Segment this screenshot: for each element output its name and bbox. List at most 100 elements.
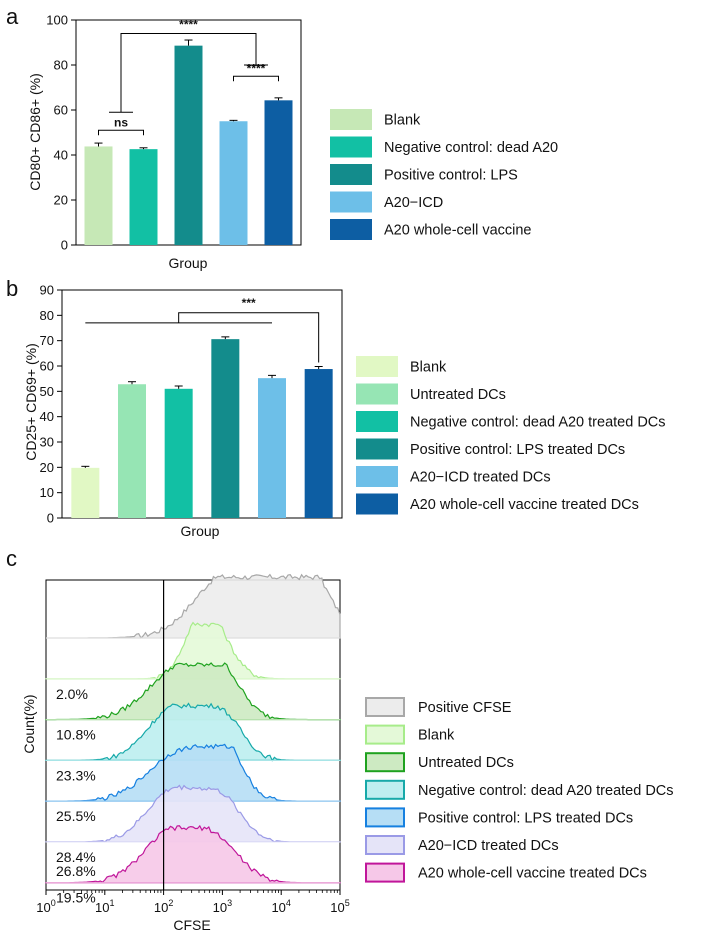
b-y-tick-label: 10 (40, 485, 54, 500)
c-x-tick-exponent: 1 (110, 898, 115, 908)
a-legend-swatch (330, 164, 372, 185)
a-bar (84, 146, 113, 245)
a-legend-label: A20−ICD (384, 195, 443, 211)
a-legend-label: Negative control: dead A20 (384, 140, 558, 156)
b-y-tick-label: 80 (40, 308, 54, 323)
c-legend-swatch (365, 807, 405, 828)
b-bracket (178, 312, 320, 363)
a-legend-label: Positive control: LPS (384, 168, 518, 184)
c-x-tick-label: 101 (95, 898, 114, 915)
a-y-tick-label: 60 (54, 103, 68, 118)
c-legend-label: Positive CFSE (418, 700, 512, 716)
a-legend-swatch (330, 191, 372, 213)
c-legend-label: Untreated DCs (418, 755, 514, 771)
c-x-tick-base: 10 (213, 900, 227, 915)
c-gate-percent: 23.3% (56, 767, 96, 783)
b-bar (118, 384, 146, 518)
c-x-tick-label: 103 (213, 898, 232, 915)
b-bracket-label: *** (242, 296, 256, 310)
a-y-tick-label: 80 (54, 58, 68, 73)
c-legend-swatch (365, 752, 405, 773)
a-y-tick-label: 40 (54, 148, 68, 163)
c-gate-percent: 26.8% (56, 863, 96, 879)
c-legend-label: A20 whole-cell vaccine treated DCs (418, 866, 647, 882)
c-gate-percent: 25.5% (56, 808, 96, 824)
panel-a-y-title: CD80+ CD86+ (%) (27, 73, 43, 191)
b-legend-swatch (356, 383, 398, 405)
b-y-tick-label: 0 (47, 511, 54, 526)
c-legend-label: Negative control: dead A20 treated DCs (418, 783, 674, 799)
c-x-tick-base: 10 (154, 900, 168, 915)
c-legend-swatch (365, 835, 405, 855)
c-gate-percent: 10.8% (56, 727, 96, 743)
c-plot-frame (45, 579, 341, 891)
panel-c-plot: 2.0%10.8%23.3%25.5%28.4%19.5%26.8%100 101… (36, 573, 350, 915)
b-plot-frame (61, 289, 343, 519)
b-bar (164, 388, 193, 518)
a-sig-label: ns (114, 115, 128, 129)
b-legend-swatch (356, 356, 398, 377)
b-legend-label: Untreated DCs (410, 387, 506, 403)
c-legend-swatch (365, 724, 405, 745)
a-legend-swatch (330, 136, 372, 158)
c-x-tick-exponent: 4 (286, 898, 291, 908)
b-y-tick-label: 60 (40, 359, 54, 374)
panel-b-plot: 0 10 20 30 40 50 60 70 80 90 *** (40, 283, 343, 526)
panel-a-letter: a (6, 4, 19, 29)
panel-b-legend: Blank Untreated DCs Negative control: dead… (356, 356, 666, 515)
panel-a-legend: Blank Negative control: dead A20 Positive … (330, 109, 558, 240)
b-legend-label: A20−ICD treated DCs (410, 470, 551, 486)
panel-c: c 2.0%10.8%23.3%25.5%28.4%19.5%26.8%100 1… (6, 546, 674, 933)
c-x-tick-base: 10 (36, 900, 50, 915)
b-legend-label: A20 whole-cell vaccine treated DCs (410, 497, 639, 513)
c-x-tick-exponent: 0 (51, 898, 56, 908)
a-legend-swatch (330, 109, 372, 130)
c-legend-swatch (365, 697, 405, 717)
panel-b-y-title: CD25+ CD69+ (%) (23, 343, 39, 461)
a-legend-label: A20 whole-cell vaccine (384, 223, 532, 239)
b-y-tick-label: 50 (40, 384, 54, 399)
a-bar (219, 121, 248, 245)
panel-c-legend: Positive CFSE Blank Untreated DCs Negative … (365, 697, 674, 883)
b-legend-swatch (356, 438, 398, 460)
b-legend-label: Blank (410, 360, 447, 376)
c-x-tick-exponent: 2 (168, 898, 173, 908)
panel-c-letter: c (6, 546, 17, 571)
c-x-tick-label: 102 (154, 898, 173, 915)
panel-b: b 0 10 20 30 40 50 60 70 80 90 *** Group CD25+ CD6… (6, 276, 666, 539)
panel-c-x-title: CFSE (173, 917, 210, 933)
panel-c-y-title: Count(%) (21, 694, 37, 753)
b-y-tick-label: 40 (40, 409, 54, 424)
b-y-tick-label: 30 (40, 435, 54, 450)
c-legend-label: Blank (418, 728, 455, 744)
b-bar (304, 369, 333, 518)
a-legend-label: Blank (384, 113, 421, 129)
a-y-tick-label: 0 (61, 238, 68, 253)
a-bar (129, 149, 158, 245)
c-x-tick-base: 10 (271, 900, 285, 915)
a-group-bracket (120, 33, 257, 113)
a-legend-swatch (330, 219, 372, 240)
c-legend-swatch (365, 862, 405, 883)
c-legend-label: A20−ICD treated DCs (418, 838, 559, 854)
b-legend-label: Negative control: dead A20 treated DCs (410, 415, 666, 431)
a-y-tick-label: 100 (46, 13, 68, 28)
b-y-tick-label: 90 (40, 283, 54, 298)
b-legend-label: Positive control: LPS treated DCs (410, 442, 625, 458)
a-bar (264, 100, 293, 245)
panel-a-x-title: Group (169, 255, 208, 271)
panel-b-letter: b (6, 276, 18, 301)
c-gate-percent: 2.0% (56, 686, 88, 702)
a-group-sig-label: **** (179, 18, 198, 32)
panel-b-x-title: Group (181, 523, 220, 539)
c-x-tick-exponent: 3 (227, 898, 232, 908)
a-y-tick-label: 20 (54, 193, 68, 208)
b-bar (71, 467, 100, 518)
b-bar (258, 378, 286, 518)
b-legend-swatch (356, 493, 398, 515)
b-legend-swatch (356, 466, 398, 487)
a-sig-bracket (98, 129, 144, 136)
